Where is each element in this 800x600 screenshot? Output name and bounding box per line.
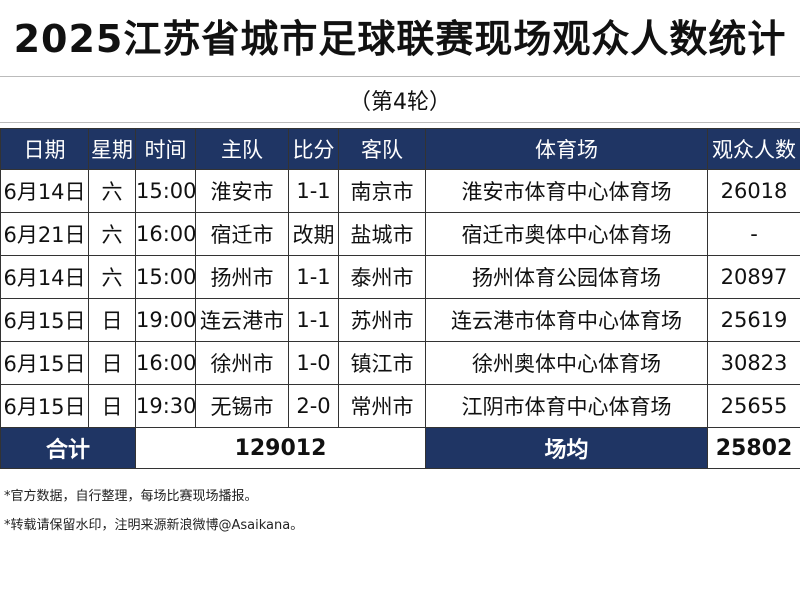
table-cell: 六 (88, 255, 136, 299)
total-label: 合计 (0, 427, 136, 469)
column-header: 客队 (338, 128, 426, 170)
table-cell: 25619 (707, 298, 800, 342)
column-header: 星期 (88, 128, 136, 170)
total-row: 合计 129012 场均 25802 (0, 427, 800, 469)
table-cell: 6月14日 (0, 169, 89, 213)
table-cell: 淮安市体育中心体育场 (425, 169, 708, 213)
column-header: 日期 (0, 128, 89, 170)
column-header: 体育场 (425, 128, 708, 170)
table-cell: 盐城市 (338, 212, 426, 256)
table-cell: 徐州市 (195, 341, 289, 385)
average-label: 场均 (425, 427, 708, 469)
column-header: 主队 (195, 128, 289, 170)
table-cell: 日 (88, 341, 136, 385)
table-cell: 日 (88, 298, 136, 342)
table-cell: 六 (88, 169, 136, 213)
average-value: 25802 (707, 427, 800, 469)
column-header: 比分 (288, 128, 339, 170)
note-repost: *转载请保留水印，注明来源新浪微博@Asaikana。 (4, 518, 304, 533)
table-cell: 6月21日 (0, 212, 89, 256)
table-cell: 淮安市 (195, 169, 289, 213)
table-row: 6月15日日 19:00 连云港市 1-1 苏州市 连云港市体育中心体育场 25619 (0, 298, 800, 342)
table-cell: 扬州体育公园体育场 (425, 255, 708, 299)
table-cell: 南京市 (338, 169, 426, 213)
table-cell: 16:00 (135, 212, 196, 256)
divider (0, 122, 800, 123)
table-cell: 1-1 (288, 169, 339, 213)
table-row: 6月14日六 15:00 扬州市 1-1 泰州市 扬州体育公园体育场 20897 (0, 255, 800, 299)
total-value: 129012 (135, 427, 426, 469)
page-title: 2025江苏省城市足球联赛现场观众人数统计 (13, 17, 787, 61)
column-header: 观众人数 (707, 128, 800, 170)
table-cell: 1-0 (288, 341, 339, 385)
table-cell: 连云港市体育中心体育场 (425, 298, 708, 342)
table-cell: 1-1 (288, 255, 339, 299)
table-cell: 改期 (288, 212, 339, 256)
table-cell: 25655 (707, 384, 800, 428)
table-cell: 30823 (707, 341, 800, 385)
table-header-row: 日期 星期 时间 主队 比分 客队 体育场 观众人数 (0, 128, 800, 170)
table-cell: 15:00 (135, 255, 196, 299)
table-cell: 1-1 (288, 298, 339, 342)
table-row: 6月15日日 19:30 无锡市 2-0 常州市 江阴市体育中心体育场 25655 (0, 384, 800, 428)
table-cell: 26018 (707, 169, 800, 213)
table-row: 6月14日六 15:00 淮安市 1-1 南京市 淮安市体育中心体育场 26018 (0, 169, 800, 213)
table-cell: 扬州市 (195, 255, 289, 299)
table-cell: 6月15日 (0, 341, 89, 385)
table-cell: 徐州奥体中心体育场 (425, 341, 708, 385)
table-cell: 16:00 (135, 341, 196, 385)
table-cell: 常州市 (338, 384, 426, 428)
table-cell: 泰州市 (338, 255, 426, 299)
round-subtitle: （第4轮） (349, 90, 451, 115)
table-cell: 宿迁市奥体中心体育场 (425, 212, 708, 256)
table-cell: 日 (88, 384, 136, 428)
table-cell: 6月15日 (0, 384, 89, 428)
table-cell: 镇江市 (338, 341, 426, 385)
table-cell: 江阴市体育中心体育场 (425, 384, 708, 428)
table-cell: 19:30 (135, 384, 196, 428)
table-cell: 20897 (707, 255, 800, 299)
table-row: 6月21日六 16:00 宿迁市 改期 盐城市 宿迁市奥体中心体育场 - (0, 212, 800, 256)
table-cell: 苏州市 (338, 298, 426, 342)
table-cell: 六 (88, 212, 136, 256)
table-cell: 2-0 (288, 384, 339, 428)
column-header: 时间 (135, 128, 196, 170)
table-cell: 15:00 (135, 169, 196, 213)
attendance-table: 日期 星期 时间 主队 比分 客队 体育场 观众人数 6月14日六 15:00 淮安市 1-1 南京市… (0, 128, 800, 469)
table-cell: 无锡市 (195, 384, 289, 428)
table-cell: 连云港市 (195, 298, 289, 342)
note-source: *官方数据，自行整理，每场比赛现场播报。 (4, 489, 258, 504)
table-cell: 宿迁市 (195, 212, 289, 256)
table-cell: 6月14日 (0, 255, 89, 299)
table-cell: 6月15日 (0, 298, 89, 342)
table-cell: - (707, 212, 800, 256)
table-row: 6月15日日 16:00 徐州市 1-0 镇江市 徐州奥体中心体育场 30823 (0, 341, 800, 385)
divider (0, 76, 800, 77)
table-cell: 19:00 (135, 298, 196, 342)
